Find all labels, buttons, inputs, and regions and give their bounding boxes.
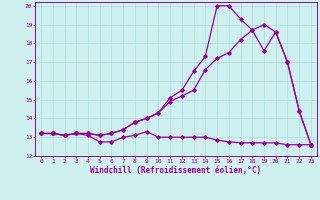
X-axis label: Windchill (Refroidissement éolien,°C): Windchill (Refroidissement éolien,°C)	[91, 166, 261, 175]
